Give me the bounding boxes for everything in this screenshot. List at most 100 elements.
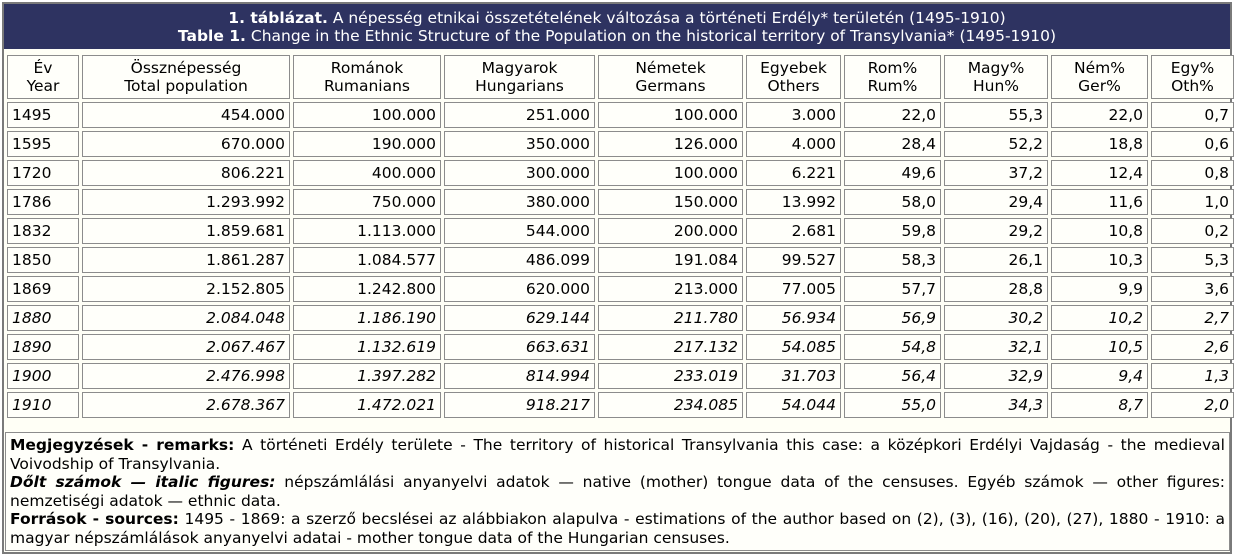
- column-header: Össznépesség Total population: [82, 55, 290, 99]
- value-cell: 6.221: [746, 160, 841, 186]
- column-header-hu: Magyarok: [481, 59, 558, 77]
- title-hu-label: 1. táblázat.: [228, 9, 328, 27]
- value-cell: 918.217: [444, 392, 595, 418]
- value-cell: 806.221: [82, 160, 290, 186]
- value-cell: 30,2: [944, 305, 1048, 331]
- column-header-hu: Románok: [330, 59, 404, 77]
- title-en-text: Change in the Ethnic Structure of the Po…: [245, 27, 1057, 45]
- value-cell: 544.000: [444, 218, 595, 244]
- value-cell: 10,8: [1051, 218, 1148, 244]
- value-cell: 2,0: [1151, 392, 1234, 418]
- table-row: 1880 2.084.048 1.186.190 629.144 211.780 56.9…: [7, 305, 1234, 331]
- sources-text: 1495 - 1869: a szerző becslései az alább…: [10, 510, 1225, 547]
- italic-label: Dőlt számok — italic figures:: [10, 473, 276, 491]
- column-header-en: Oth%: [1171, 77, 1214, 95]
- value-cell: 400.000: [293, 160, 441, 186]
- value-cell: 1.859.681: [82, 218, 290, 244]
- value-cell: 59,8: [844, 218, 941, 244]
- year-cell: 1900: [7, 363, 79, 389]
- value-cell: 191.084: [598, 247, 743, 273]
- column-header-hu: Össznépesség: [130, 59, 242, 77]
- value-cell: 99.527: [746, 247, 841, 273]
- column-header-hu: Egyebek: [760, 59, 827, 77]
- value-cell: 13.992: [746, 189, 841, 215]
- value-cell: 52,2: [944, 131, 1048, 157]
- value-cell: 29,4: [944, 189, 1048, 215]
- sources-note: Források - sources: 1495 - 1869: a szerz…: [10, 510, 1225, 547]
- header-row: Év Year Össznépesség Total population Románo…: [7, 55, 1234, 99]
- value-cell: 2,7: [1151, 305, 1234, 331]
- value-cell: 350.000: [444, 131, 595, 157]
- value-cell: 9,4: [1051, 363, 1148, 389]
- value-cell: 32,1: [944, 334, 1048, 360]
- value-cell: 10,2: [1051, 305, 1148, 331]
- value-cell: 12,4: [1051, 160, 1148, 186]
- column-header-hu: Magy%: [967, 59, 1025, 77]
- table-row: 1850 1.861.287 1.084.577 486.099 191.084 99.5…: [7, 247, 1234, 273]
- value-cell: 2,6: [1151, 334, 1234, 360]
- value-cell: 217.132: [598, 334, 743, 360]
- value-cell: 22,0: [844, 102, 941, 128]
- value-cell: 34,3: [944, 392, 1048, 418]
- year-cell: 1850: [7, 247, 79, 273]
- year-cell: 1720: [7, 160, 79, 186]
- value-cell: 150.000: [598, 189, 743, 215]
- value-cell: 56.934: [746, 305, 841, 331]
- value-cell: 1.084.577: [293, 247, 441, 273]
- value-cell: 4.000: [746, 131, 841, 157]
- year-cell: 1910: [7, 392, 79, 418]
- value-cell: 2.678.367: [82, 392, 290, 418]
- value-cell: 629.144: [444, 305, 595, 331]
- value-cell: 233.019: [598, 363, 743, 389]
- column-header: Egy% Oth%: [1151, 55, 1234, 99]
- table-row: 1910 2.678.367 1.472.021 918.217 234.085 54.0…: [7, 392, 1234, 418]
- value-cell: 190.000: [293, 131, 441, 157]
- year-cell: 1595: [7, 131, 79, 157]
- value-cell: 100.000: [598, 102, 743, 128]
- value-cell: 750.000: [293, 189, 441, 215]
- value-cell: 57,7: [844, 276, 941, 302]
- value-cell: 58,0: [844, 189, 941, 215]
- column-header-hu: Ném%: [1074, 59, 1125, 77]
- value-cell: 670.000: [82, 131, 290, 157]
- column-header-hu: Év: [33, 59, 53, 77]
- year-cell: 1786: [7, 189, 79, 215]
- value-cell: 28,8: [944, 276, 1048, 302]
- value-cell: 200.000: [598, 218, 743, 244]
- year-cell: 1869: [7, 276, 79, 302]
- notes-box: Megjegyzések - remarks: A történeti Erdé…: [5, 432, 1230, 551]
- value-cell: 11,6: [1051, 189, 1148, 215]
- remarks-text: A történeti Erdély területe - The territ…: [10, 436, 1225, 473]
- value-cell: 3,6: [1151, 276, 1234, 302]
- italic-note: Dőlt számok — italic figures: népszámlál…: [10, 473, 1225, 510]
- table-row: 1832 1.859.681 1.113.000 544.000 200.000 2.68…: [7, 218, 1234, 244]
- table-title: 1. táblázat. A népesség etnikai összetét…: [4, 4, 1230, 49]
- table-body: 1495 454.000 100.000 251.000 100.000 3.000 22,…: [7, 102, 1234, 418]
- value-cell: 1.293.992: [82, 189, 290, 215]
- value-cell: 9,9: [1051, 276, 1148, 302]
- value-cell: 1,0: [1151, 189, 1234, 215]
- value-cell: 28,4: [844, 131, 941, 157]
- column-header: Románok Rumanians: [293, 55, 441, 99]
- value-cell: 56,9: [844, 305, 941, 331]
- value-cell: 5,3: [1151, 247, 1234, 273]
- value-cell: 32,9: [944, 363, 1048, 389]
- table-row: 1495 454.000 100.000 251.000 100.000 3.000 22,…: [7, 102, 1234, 128]
- remarks-label: Megjegyzések - remarks:: [10, 436, 235, 454]
- column-header-en: Rum%: [867, 77, 918, 95]
- value-cell: 663.631: [444, 334, 595, 360]
- value-cell: 620.000: [444, 276, 595, 302]
- value-cell: 54.044: [746, 392, 841, 418]
- value-cell: 10,5: [1051, 334, 1148, 360]
- column-header-en: Others: [767, 77, 820, 95]
- value-cell: 55,0: [844, 392, 941, 418]
- title-en-label: Table 1.: [177, 27, 246, 45]
- value-cell: 54.085: [746, 334, 841, 360]
- value-cell: 126.000: [598, 131, 743, 157]
- table-row: 1869 2.152.805 1.242.800 620.000 213.000 77.0…: [7, 276, 1234, 302]
- value-cell: 100.000: [293, 102, 441, 128]
- column-header: Magy% Hun%: [944, 55, 1048, 99]
- value-cell: 77.005: [746, 276, 841, 302]
- value-cell: 49,6: [844, 160, 941, 186]
- value-cell: 56,4: [844, 363, 941, 389]
